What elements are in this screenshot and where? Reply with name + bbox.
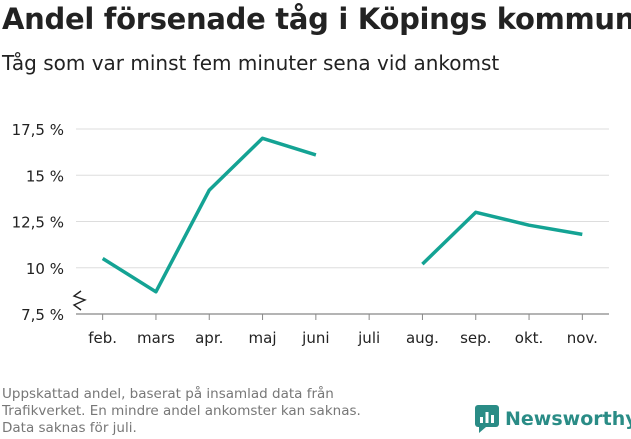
x-tick-label: sep. — [460, 329, 491, 347]
axis-break-zigzag — [72, 290, 87, 311]
footnote-line: Uppskattad andel, baserat på insamlad da… — [2, 386, 334, 402]
x-tick-label: juni — [301, 329, 329, 347]
y-axis-ticks: 7,5 % 10 % 12,5 % 15 % 17,5 % — [12, 121, 64, 324]
footnote: Uppskattad andel, baserat på insamlad da… — [2, 386, 361, 437]
y-tick-label: 7,5 % — [21, 306, 64, 324]
line-chart: 7,5 % 10 % 12,5 % 15 % 17,5 % feb. mars apr. ma… — [12, 121, 609, 347]
brand-name: Newsworthy — [505, 408, 631, 430]
y-tick-label: 10 % — [26, 260, 64, 278]
x-tick-label: juli — [357, 329, 380, 347]
series-lines — [101, 136, 583, 294]
newsworthy-logo-icon — [475, 405, 499, 433]
x-tick-label: maj — [249, 329, 277, 347]
series-line-segment — [421, 210, 583, 266]
x-tick-label: nov. — [567, 329, 598, 347]
series-line-segment — [101, 136, 317, 294]
y-tick-label: 12,5 % — [12, 214, 64, 232]
x-tick-label: feb. — [88, 329, 117, 347]
chart-subtitle: Tåg som var minst fem minuter sena vid a… — [2, 51, 500, 75]
x-tick-label: okt. — [515, 329, 544, 347]
y-tick-label: 15 % — [26, 167, 64, 185]
chart-title: Andel försenade tåg i Köpings kommun — [2, 2, 631, 36]
y-tick-label: 17,5 % — [12, 121, 64, 139]
brand-logo: Newsworthy — [475, 405, 631, 433]
x-tick-label: apr. — [195, 329, 223, 347]
gridlines — [76, 128, 609, 315]
footnote-line: Trafikverket. En mindre andel ankomster … — [2, 403, 361, 419]
x-tick-label: mars — [137, 329, 175, 347]
x-axis-ticks: feb. mars apr. maj juni juli aug. sep. okt. nov. — [88, 314, 598, 347]
y-axis-break-icon — [72, 290, 87, 311]
x-tick-label: aug. — [406, 329, 439, 347]
footnote-line: Data saknas för juli. — [2, 420, 137, 436]
